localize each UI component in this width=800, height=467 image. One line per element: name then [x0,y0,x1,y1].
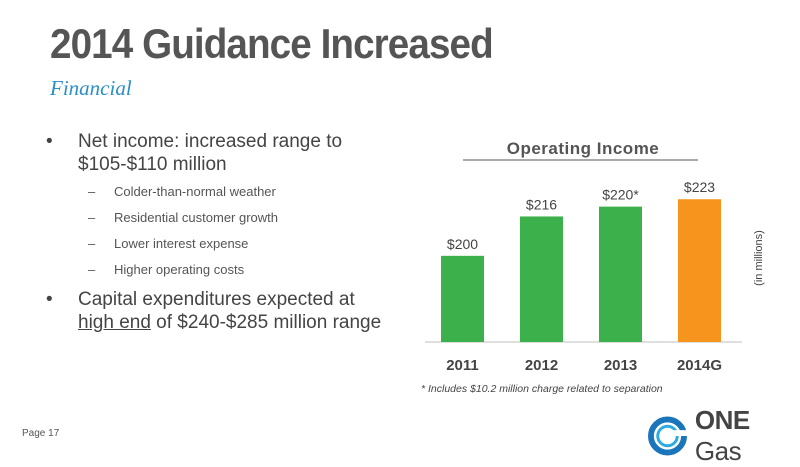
bullet-marker: • [46,289,53,310]
bullet-capex: • Capital expenditures expected at high … [46,288,416,334]
bullet-list: • Net income: increased range to $105-$1… [46,130,416,342]
unit-label: (in millions) [753,230,765,286]
data-label-2012: $216 [526,196,557,212]
x-tick-label: 2011 [446,357,479,374]
slide-subtitle: Financial [50,76,132,100]
logo-one: ONE [694,405,750,435]
bullet-line: Capital expenditures expected at [78,289,355,310]
bullet-net-income: • Net income: increased range to $105-$1… [46,130,416,176]
sub-bullet-text: Residential customer growth [114,210,279,225]
data-label-2013: $220* [602,187,639,203]
data-label-2011: $200 [447,236,478,252]
bar-2012 [520,216,563,342]
logo-gas: Gas [694,436,742,466]
sub-bullet: – Colder-than-normal weather [88,184,276,199]
data-label-2014g: $223 [684,179,715,195]
slide-title: 2014 Guidance Increased [50,20,494,67]
bullet-marker: • [46,131,53,152]
bullet-line-rest: of $240-$285 million range [150,312,382,333]
chart-footnote: * Includes $10.2 million charge related … [421,383,663,395]
x-tick-label: 2013 [604,357,637,374]
sub-bullet-text: Lower interest expense [114,236,249,251]
bullet-line: $105-$110 million [78,154,227,175]
logo-wordmark: ONE Gas [695,405,800,467]
chart-title: Operating Income [507,139,660,158]
sub-bullet: – Higher operating costs [88,262,245,277]
operating-income-chart: Operating Income $200 2011 $216 2012 $220* 20… [421,139,765,395]
bullet-line: high end of $240-$285 million range [78,311,381,334]
sub-bullet-text: Higher operating costs [114,262,245,277]
underlined-text: high end [78,312,151,333]
page-number: Page 17 [22,428,60,439]
sub-bullet: – Residential customer growth [88,210,279,225]
x-tick-label: 2012 [525,357,558,374]
flame-logo-icon [648,416,688,456]
one-gas-logo: ONE Gas [648,405,800,467]
bullet-line: Net income: increased range to [78,131,343,152]
bar-2013 [599,206,642,342]
sub-bullet-text: Colder-than-normal weather [114,184,276,199]
bar-2011 [441,255,484,342]
sub-bullet: – Lower interest expense [88,236,249,251]
x-tick-label: 2014G [677,357,722,374]
bar-2014g [678,199,721,342]
